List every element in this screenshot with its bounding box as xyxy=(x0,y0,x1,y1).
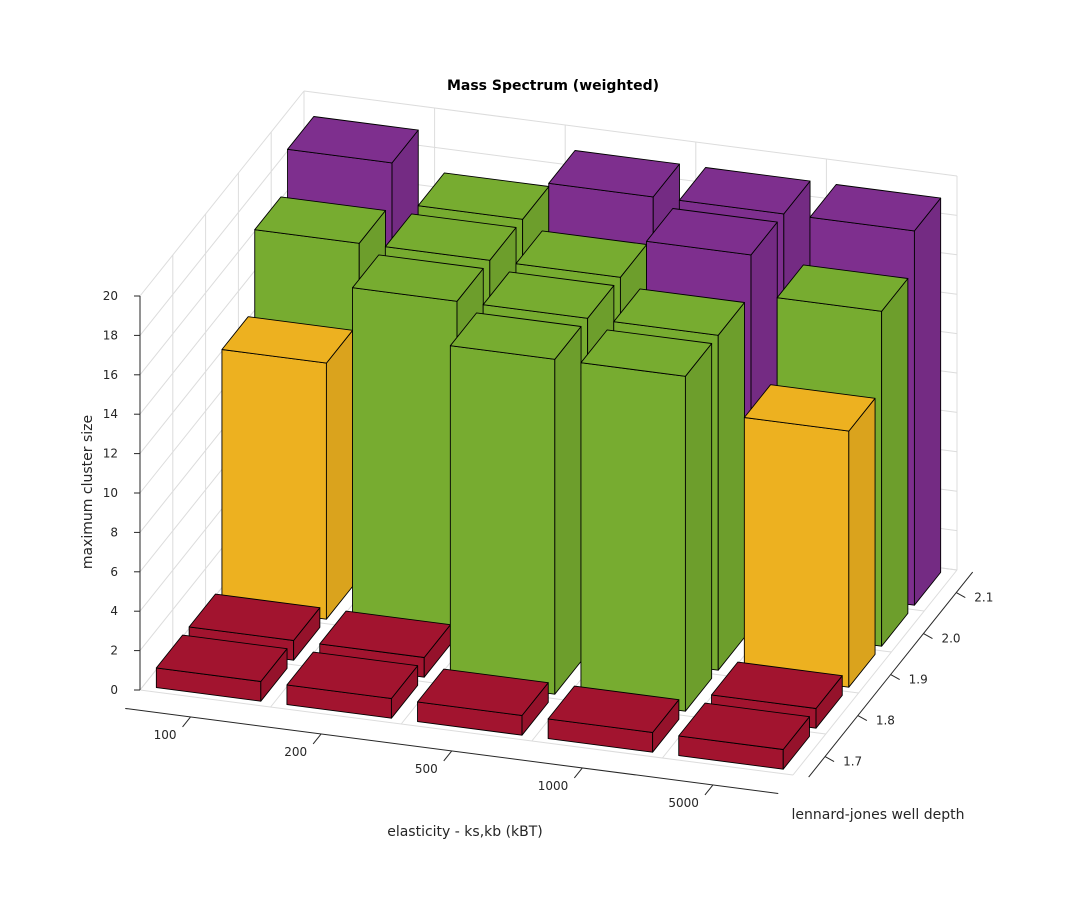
bar-side-face xyxy=(881,278,909,647)
x-axis-tick xyxy=(573,767,583,779)
z-tick-label: 18 xyxy=(103,328,118,342)
z-tick-label: 20 xyxy=(103,289,118,303)
y-axis-tick xyxy=(923,633,933,639)
y-axis-tick xyxy=(857,715,868,721)
z-axis-label: maximum cluster size xyxy=(80,415,96,569)
x-axis-tick xyxy=(443,750,453,762)
bar-top-face xyxy=(743,384,876,432)
y-tick-label: 1.9 xyxy=(909,673,928,687)
y-tick-label: 2.0 xyxy=(941,632,960,646)
bar xyxy=(417,668,549,736)
x-axis-tick xyxy=(704,784,714,796)
x-axis-tick xyxy=(312,733,322,745)
bar-top-face xyxy=(776,264,909,312)
bar-side-face xyxy=(325,329,354,620)
bar-top-face xyxy=(678,702,810,750)
chart-title: Mass Spectrum (weighted) xyxy=(447,78,659,94)
grid-line-left-wall xyxy=(139,130,305,336)
bar-top-face xyxy=(482,271,615,319)
y-axis-tick xyxy=(956,592,966,598)
bar xyxy=(449,312,582,695)
x-axis-tick xyxy=(182,716,191,728)
y-axis-label: lennard-jones well depth xyxy=(791,807,964,823)
bar-top-face xyxy=(287,116,419,164)
z-tick-label: 12 xyxy=(103,447,118,461)
grid-line-floor-y xyxy=(139,689,794,776)
bar-side-face xyxy=(913,197,942,606)
bar-side-face xyxy=(717,302,745,671)
x-tick-label: 500 xyxy=(415,762,438,776)
bar-front-face xyxy=(221,349,327,620)
tick-labels: 0 2 4 6 8 10 12 14 16 18 20 100 200 500 1000 5000 1.7 1.8… xyxy=(103,289,994,810)
z-tick-label: 0 xyxy=(110,683,118,697)
grid-line-floor-x xyxy=(792,569,958,776)
bar-top-face xyxy=(646,208,778,256)
y-axis-tick xyxy=(890,674,900,680)
bar-side-face xyxy=(554,326,582,695)
bar-front-face xyxy=(580,362,686,712)
bar-side-face xyxy=(848,397,876,688)
bar-top-face xyxy=(547,685,680,733)
y-tick-label: 2.1 xyxy=(974,591,993,605)
z-tick-label: 6 xyxy=(110,565,118,579)
bar xyxy=(580,329,713,712)
z-tick-label: 8 xyxy=(110,525,118,539)
bar-top-face xyxy=(449,312,582,360)
x-tick-label: 5000 xyxy=(668,796,699,810)
bar-top-face xyxy=(155,634,288,682)
bar xyxy=(221,316,354,620)
x-axis-label: elasticity - ks,kb (kBT) xyxy=(387,824,543,840)
bar-top-face xyxy=(613,288,745,336)
y-axis-tick xyxy=(824,756,835,762)
bar-top-face xyxy=(580,329,713,377)
x-tick-label: 100 xyxy=(154,728,177,742)
bar-top-face xyxy=(188,593,321,641)
x-tick-label: 200 xyxy=(284,745,307,759)
z-tick-label: 4 xyxy=(110,604,118,618)
bar-side-face xyxy=(684,343,713,712)
bar xyxy=(155,634,288,702)
y-tick-label: 1.8 xyxy=(876,714,895,728)
bar xyxy=(286,651,419,719)
bar xyxy=(678,702,810,770)
bar-top-face xyxy=(809,184,942,232)
bar-top-face xyxy=(711,661,843,709)
bar-top-face xyxy=(352,254,484,302)
bar-top-face xyxy=(678,167,811,215)
z-tick-label: 10 xyxy=(103,486,118,500)
bar xyxy=(743,384,876,688)
bar-top-face xyxy=(286,651,419,699)
bar-front-face xyxy=(352,287,458,637)
bar-top-face xyxy=(417,668,549,716)
grid-line-left-wall xyxy=(139,90,305,297)
z-tick-label: 14 xyxy=(103,407,118,421)
z-tick-label: 2 xyxy=(110,644,118,658)
bars xyxy=(155,116,942,770)
bar-front-face xyxy=(743,417,850,688)
bar-top-face xyxy=(548,150,680,198)
bar xyxy=(547,685,680,753)
x-tick-label: 1000 xyxy=(538,779,569,793)
y-tick-label: 1.7 xyxy=(843,755,862,769)
bar-top-face xyxy=(254,196,386,244)
bar-front-face xyxy=(449,345,556,695)
bar-top-face xyxy=(384,213,517,261)
z-tick-label: 16 xyxy=(103,368,118,382)
axes xyxy=(125,295,974,796)
grid-line-back-wall xyxy=(303,90,958,177)
